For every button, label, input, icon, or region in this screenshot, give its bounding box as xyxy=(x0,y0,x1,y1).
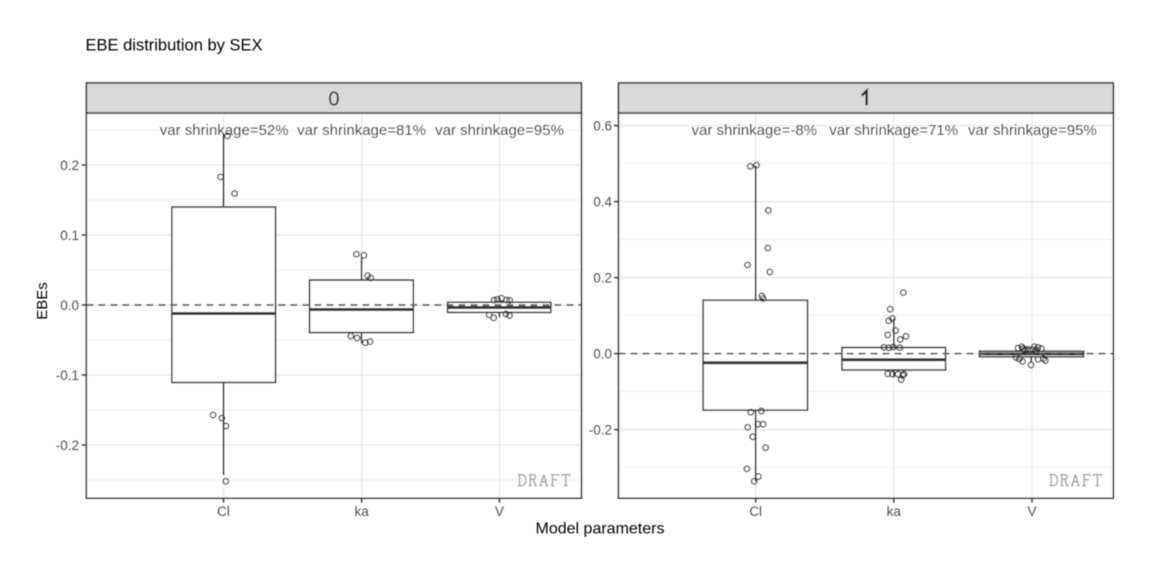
svg-text:-0.1: -0.1 xyxy=(56,368,79,383)
svg-text:EBEs: EBEs xyxy=(34,282,51,320)
svg-text:V: V xyxy=(495,504,504,519)
svg-text:Cl: Cl xyxy=(749,504,762,519)
svg-text:Model parameters: Model parameters xyxy=(536,520,665,537)
svg-text:ka: ka xyxy=(887,504,902,519)
svg-text:V: V xyxy=(1027,504,1036,519)
svg-text:0: 0 xyxy=(328,88,339,110)
svg-text:var shrinkage=95%: var shrinkage=95% xyxy=(435,122,564,139)
svg-text:var shrinkage=95%: var shrinkage=95% xyxy=(968,122,1097,139)
svg-text:0.2: 0.2 xyxy=(593,270,612,285)
svg-text:Cl: Cl xyxy=(217,504,230,519)
svg-text:0.6: 0.6 xyxy=(593,118,612,133)
svg-text:var shrinkage=81%: var shrinkage=81% xyxy=(297,122,426,139)
svg-text:-0.2: -0.2 xyxy=(589,422,612,437)
svg-text:-0.2: -0.2 xyxy=(56,438,79,453)
svg-text:0.0: 0.0 xyxy=(60,298,79,313)
svg-text:var shrinkage=-8%: var shrinkage=-8% xyxy=(692,122,817,139)
svg-text:0.2: 0.2 xyxy=(60,158,79,173)
svg-text:0.0: 0.0 xyxy=(593,346,612,361)
svg-text:0.4: 0.4 xyxy=(593,194,612,209)
svg-text:var shrinkage=71%: var shrinkage=71% xyxy=(829,122,958,139)
svg-text:ka: ka xyxy=(354,504,369,519)
svg-text:EBE distribution by SEX: EBE distribution by SEX xyxy=(86,37,263,55)
svg-text:0.1: 0.1 xyxy=(60,228,79,243)
svg-text:var shrinkage=52%: var shrinkage=52% xyxy=(160,122,289,139)
